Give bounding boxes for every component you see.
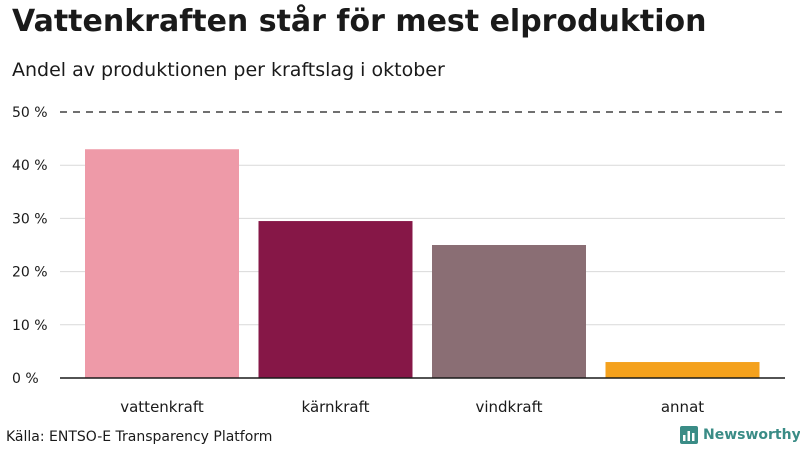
y-tick-label: 50 % xyxy=(12,105,48,121)
y-tick-label: 30 % xyxy=(12,211,48,227)
y-tick-label: 10 % xyxy=(12,318,48,334)
bar-kärnkraft xyxy=(258,221,413,378)
bar-annat xyxy=(605,362,760,378)
y-axis-ticks: 0 % 10 % 20 % 30 % 40 % 50 % xyxy=(12,105,48,387)
x-tick-label: kärnkraft xyxy=(302,398,370,416)
brand-name: Newsworthy xyxy=(703,427,800,443)
bars xyxy=(85,149,760,378)
bar-chart-logo-icon xyxy=(680,426,698,444)
bar-vattenkraft xyxy=(85,149,239,378)
chart-subtitle: Andel av produktionen per kraftslag i ok… xyxy=(12,59,445,81)
y-tick-label: 20 % xyxy=(12,265,48,281)
source-note: Källa: ENTSO-E Transparency Platform xyxy=(6,429,273,445)
brand-logo: Newsworthy xyxy=(680,426,800,444)
x-tick-label: vattenkraft xyxy=(120,398,204,416)
y-tick-label: 40 % xyxy=(12,158,48,174)
x-axis-labels: vattenkraft kärnkraft vindkraft annat xyxy=(120,398,704,416)
y-tick-label: 0 % xyxy=(12,371,39,387)
bar-vindkraft xyxy=(432,245,586,378)
x-tick-label: vindkraft xyxy=(475,398,542,416)
x-tick-label: annat xyxy=(661,398,704,416)
chart-title: Vattenkraften står för mest elproduktion xyxy=(12,4,707,39)
